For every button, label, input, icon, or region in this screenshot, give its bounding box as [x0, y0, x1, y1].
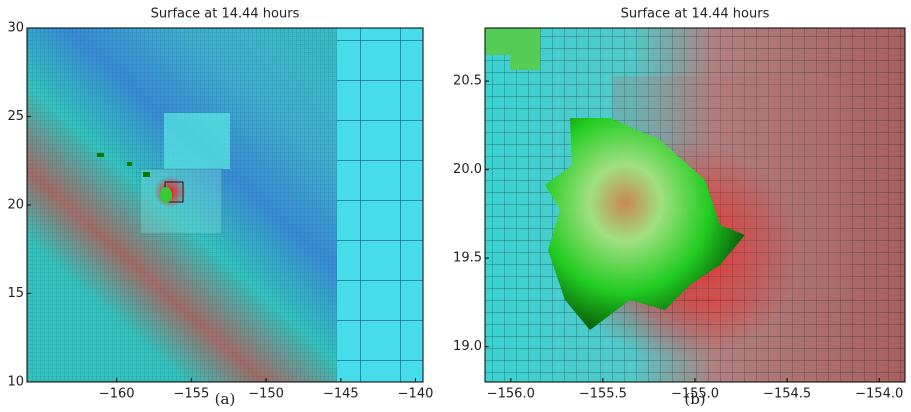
chart-title: Surface at 14.44 hours — [151, 7, 300, 22]
y-tick-label: 20.0 — [453, 162, 482, 177]
x-tick-label: −155 — [174, 387, 210, 402]
x-tick-label: −155.0 — [671, 387, 719, 402]
y-tick-label: 19.5 — [453, 251, 482, 266]
y-tick-label: 30 — [7, 21, 24, 36]
y-tick-label: 19.0 — [453, 339, 482, 354]
chart-title: Surface at 14.44 hours — [621, 7, 770, 22]
caption: (b) — [684, 390, 705, 408]
y-tick-label: 25 — [7, 109, 24, 124]
x-tick-label: −160 — [99, 387, 135, 402]
x-tick-label: −150 — [248, 387, 284, 402]
y-tick-label: 20.5 — [453, 74, 482, 89]
map-b — [485, 28, 905, 382]
x-tick-label: −145 — [323, 387, 359, 402]
y-tick-label: 15 — [7, 286, 24, 301]
x-tick-label: −156.0 — [487, 387, 535, 402]
y-tick-label: 10 — [7, 375, 24, 390]
x-tick-label: −140 — [398, 387, 434, 402]
caption: (a) — [215, 390, 236, 408]
y-tick-label: 20 — [7, 198, 24, 213]
x-tick-label: −154.5 — [763, 387, 811, 402]
map-a — [27, 28, 423, 382]
x-tick-label: −155.5 — [579, 387, 627, 402]
x-tick-label: −154.0 — [855, 387, 903, 402]
